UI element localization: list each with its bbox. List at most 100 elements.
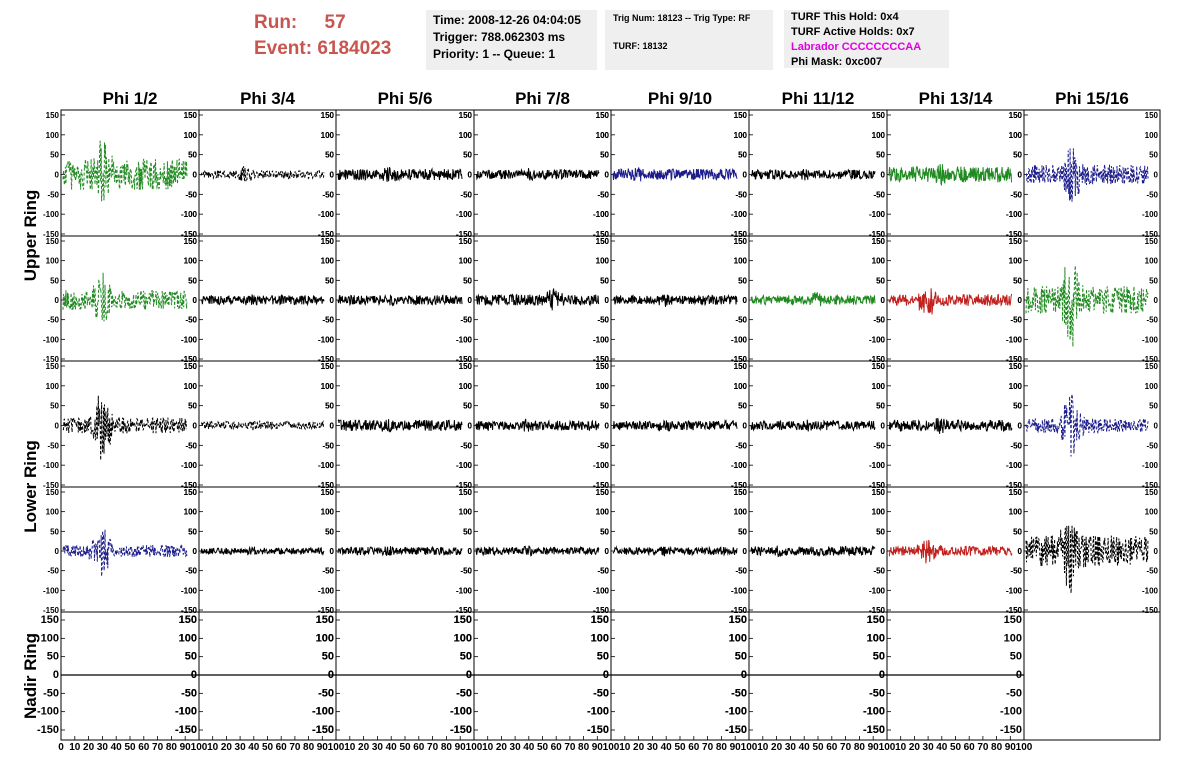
- y-tick-label: -100: [593, 210, 610, 219]
- y-tick-label-right: 50: [463, 527, 472, 536]
- y-tick-label: -150: [1006, 230, 1023, 239]
- x-tick-label: 40: [936, 742, 948, 753]
- waveform-trace: [888, 417, 1013, 434]
- waveform-panel: 150 100 50 0 -50 -100 -150 150 100 50 0 -50 -100 -150…: [587, 611, 758, 753]
- y-tick-label-right: -50: [1010, 190, 1022, 199]
- y-tick-label: 150: [459, 488, 473, 497]
- y-tick-label-right: -100: [731, 461, 748, 470]
- y-tick-label-right: 150: [179, 614, 197, 626]
- y-tick-label: -100: [1006, 586, 1023, 595]
- y-tick-label-right: 150: [1009, 111, 1023, 120]
- y-tick-label-right: 50: [1013, 402, 1022, 411]
- y-tick-label-right: 0: [605, 422, 610, 431]
- waveform-trace: [888, 164, 1013, 187]
- waveform-panel: 150 100 50 0 -50 -100 -150 150 100 50 0 -50 -100 -150: [456, 486, 612, 615]
- y-tick-label: 50: [876, 276, 885, 285]
- waveform-trace: [200, 166, 325, 182]
- waveform-panel: 150 100 50 0 -50 -100 -150 150 100 50 0 -50 -100 -150…: [450, 611, 620, 753]
- y-tick-label: 150: [872, 111, 886, 120]
- y-tick-label: -150: [731, 606, 748, 615]
- y-tick-label-right: 50: [1013, 276, 1022, 285]
- y-tick-label-right: -150: [593, 230, 610, 239]
- y-tick-label: 50: [188, 151, 197, 160]
- turf-hold-text: TURF This Hold: 0x4: [791, 11, 899, 23]
- x-tick-label: 60: [551, 742, 563, 753]
- y-tick-label: -50: [735, 316, 747, 325]
- waveform-trace: [337, 166, 463, 182]
- y-tick-label-right: 50: [600, 276, 609, 285]
- y-tick-label-right: 150: [872, 237, 886, 246]
- y-tick-label: -150: [181, 481, 198, 490]
- column-title: Phi 5/6: [378, 89, 433, 108]
- y-tick-label: -50: [735, 441, 747, 450]
- y-tick-label: 50: [876, 151, 885, 160]
- y-tick-label: 50: [325, 276, 334, 285]
- waveform-trace: [612, 419, 738, 432]
- x-tick-label: 80: [854, 742, 866, 753]
- y-tick-label: 0: [1018, 422, 1023, 431]
- y-tick-label: 50: [1013, 402, 1022, 411]
- event-label: Event: 6184023: [254, 38, 391, 60]
- turf-info-panel: TURF This Hold: 0x4 TURF Active Holds: 0…: [784, 10, 949, 68]
- waveform-trace: [612, 545, 738, 557]
- y-tick-label: -50: [322, 567, 334, 576]
- y-tick-label-right: 0: [743, 422, 748, 431]
- y-tick-label-right: -100: [318, 586, 335, 595]
- panel-frame: [886, 611, 1025, 741]
- y-tick-label-right: -50: [185, 316, 197, 325]
- y-tick-label-right: 50: [600, 151, 609, 160]
- x-tick-label: 90: [1005, 742, 1017, 753]
- x-tick-label: 100: [603, 742, 620, 753]
- y-tick-label: 100: [734, 257, 748, 266]
- y-tick-label-right: 150: [321, 237, 335, 246]
- y-tick-label-right: -150: [731, 606, 748, 615]
- x-tick-label: 20: [771, 742, 783, 753]
- column-title: Phi 1/2: [103, 89, 158, 108]
- y-tick-label: 50: [600, 402, 609, 411]
- y-tick-label: -50: [322, 190, 334, 199]
- y-tick-label: 0: [881, 422, 886, 431]
- y-tick-label-right: -100: [1006, 586, 1023, 595]
- y-tick-label-right: -100: [318, 210, 335, 219]
- waveform-panel: 150 100 50 0 -50 -100 -150 150 100 50 0 -50 -100 -150: [43, 486, 200, 615]
- y-tick-label-right: -50: [322, 441, 334, 450]
- x-tick-label: 100: [1016, 742, 1033, 753]
- panel-frame: [748, 611, 888, 741]
- x-tick-label: 40: [523, 742, 535, 753]
- y-tick-label-right: 100: [591, 632, 609, 644]
- y-tick-label-right: 150: [596, 362, 610, 371]
- row-title: Nadir Ring: [21, 633, 40, 719]
- y-tick-label-right: -100: [456, 335, 473, 344]
- y-tick-label: -150: [587, 724, 609, 736]
- y-tick-label: 50: [597, 651, 609, 663]
- y-tick-label: 150: [179, 614, 197, 626]
- y-tick-label: -50: [873, 190, 885, 199]
- y-tick-label: 150: [1009, 237, 1023, 246]
- y-tick-label-right: 150: [1145, 488, 1159, 497]
- y-tick-label-right: 150: [1009, 362, 1023, 371]
- y-tick-label: 100: [46, 382, 60, 391]
- y-tick-label-right: 150: [734, 111, 748, 120]
- y-tick-label-right: -50: [873, 190, 885, 199]
- y-tick-label-right: 150: [459, 488, 473, 497]
- y-tick-label-right: 0: [193, 422, 198, 431]
- y-tick-label-right: 0: [605, 171, 610, 180]
- waveform-panel: 150 100 50 0 -50 -100 -150 150 100 50 0 -50 -100 -150: [456, 109, 612, 239]
- y-tick-label-right: 100: [1145, 131, 1159, 140]
- waveform-panel: 150 100 50 0 -50 -100 -150 150 100 50 0 -50 -100 -150: [869, 486, 1025, 615]
- y-tick-label-right: 50: [188, 527, 197, 536]
- waveform-trace: [888, 288, 1013, 315]
- waveform-panel: 150 100 50 0 -50 -100 -150 150 100 50 0 -50 -100 -150: [869, 235, 1025, 364]
- y-tick-label: -50: [731, 687, 747, 699]
- row-title: Lower Ring: [21, 440, 40, 533]
- y-tick-label: 50: [1013, 527, 1022, 536]
- y-tick-label-right: -100: [456, 210, 473, 219]
- y-tick-label-right: 50: [325, 276, 334, 285]
- run-label-text: Run:: [254, 12, 298, 33]
- y-tick-label-right: 150: [596, 237, 610, 246]
- y-tick-label-right: 100: [1145, 508, 1159, 517]
- y-tick-label: 150: [321, 362, 335, 371]
- panel-frame: [886, 109, 1025, 237]
- y-tick-label-right: 0: [193, 547, 198, 556]
- y-tick-label-right: -100: [456, 461, 473, 470]
